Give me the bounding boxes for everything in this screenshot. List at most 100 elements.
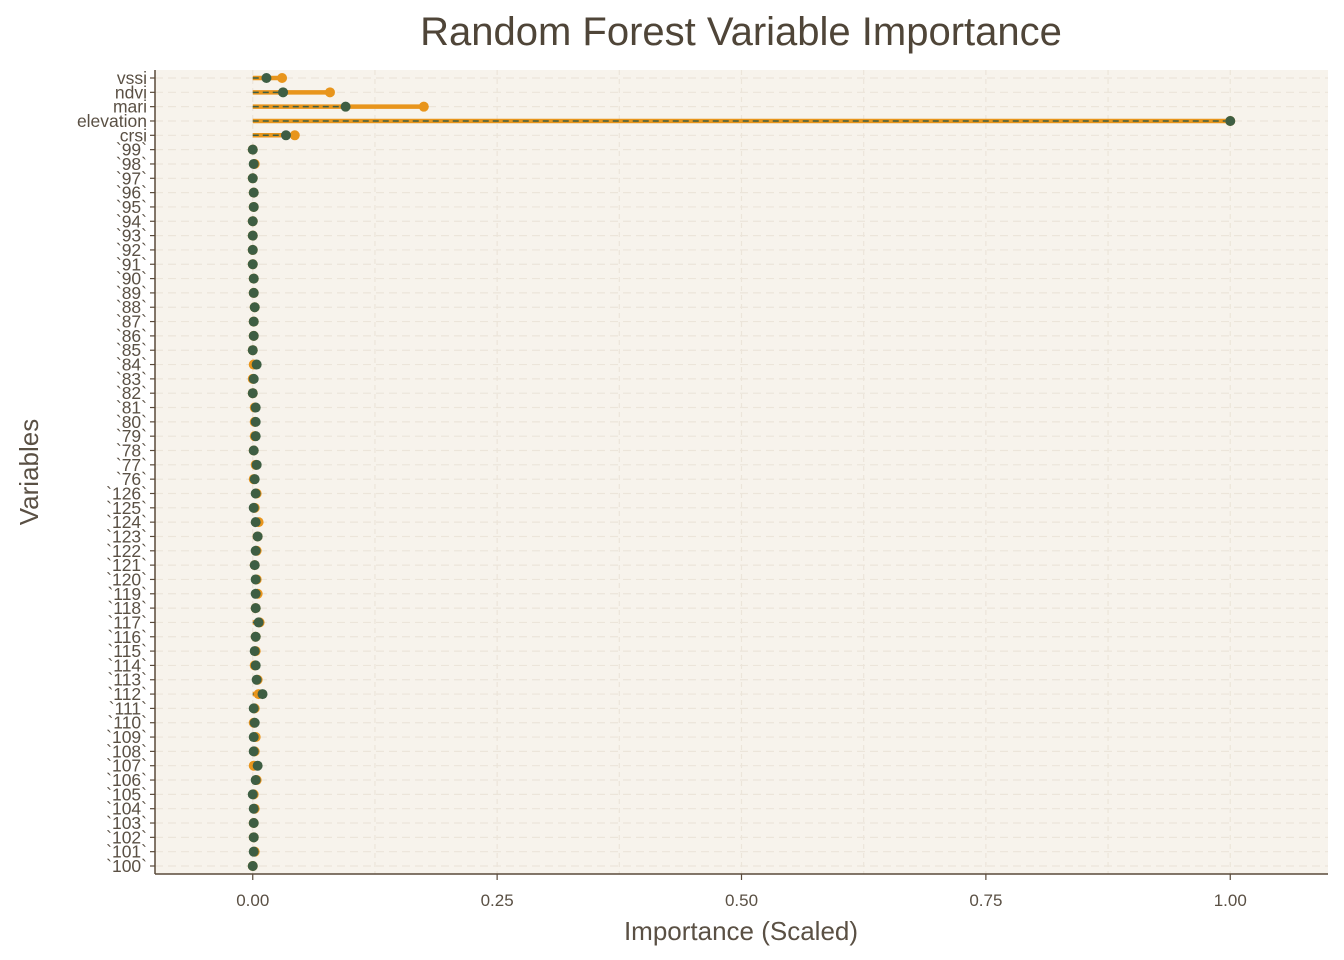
series-2-point <box>247 861 258 871</box>
series-2-point <box>248 187 259 198</box>
y-tick-label: `103` <box>106 813 147 833</box>
series-2-point <box>248 746 259 757</box>
x-tick-label: 1.00 <box>1214 891 1247 910</box>
y-tick-label: `125` <box>106 498 147 518</box>
series-2-point <box>248 818 259 829</box>
series-2-point <box>249 717 260 728</box>
series-2-point <box>250 545 261 556</box>
series-2-point <box>251 459 262 470</box>
y-tick-label: `81` <box>116 398 147 418</box>
y-tick-label: `105` <box>106 784 147 804</box>
x-tick-label: 0.25 <box>481 891 514 910</box>
y-tick-label: `79` <box>116 426 147 446</box>
series-2-point <box>250 660 261 671</box>
y-tick-label: `86` <box>116 326 147 346</box>
series-2-point <box>247 173 258 184</box>
y-tick-label: `77` <box>116 455 147 475</box>
series-2-point <box>249 302 260 313</box>
y-tick-label: `87` <box>116 312 147 332</box>
series-2-point <box>250 517 261 528</box>
series-2-point <box>250 488 261 499</box>
series-2-point <box>280 130 291 141</box>
series-2-point <box>1225 115 1236 126</box>
y-tick-label: `90` <box>116 269 147 289</box>
y-tick-label: `121` <box>106 555 147 575</box>
series-2-point <box>252 531 263 542</box>
y-tick-label: `110` <box>107 713 147 733</box>
series-2-point <box>249 474 260 485</box>
y-tick-label: `120` <box>106 569 147 589</box>
series-2-point <box>247 345 258 356</box>
series-2-point <box>248 832 259 843</box>
series-2-point <box>248 502 259 513</box>
y-tick-label: `80` <box>116 412 147 432</box>
y-tick-label: `118` <box>107 598 147 618</box>
x-tick-label: 0.50 <box>725 891 758 910</box>
series-2-point <box>247 230 258 241</box>
y-tick-label: `106` <box>106 770 147 790</box>
series-2-point <box>248 373 259 384</box>
y-tick-label: `126` <box>106 483 147 503</box>
series-2-point <box>248 703 259 714</box>
series-2-point <box>248 330 259 341</box>
series-2-point <box>247 789 258 800</box>
y-tick-label: `97` <box>116 168 147 188</box>
series-2-point <box>250 402 261 413</box>
series-2-point <box>248 273 259 284</box>
y-tick-label: `108` <box>106 741 147 761</box>
y-tick-label: `116` <box>107 627 147 647</box>
y-tick-label: `117` <box>107 612 147 632</box>
y-tick-label: `114` <box>107 655 147 675</box>
y-tick-label: `85` <box>116 340 147 360</box>
series-layer <box>247 73 1236 871</box>
series-2-point <box>248 846 259 857</box>
y-tick-label: `83` <box>116 369 147 389</box>
y-axis-title: Variables <box>14 419 44 525</box>
y-tick-label: `115` <box>107 641 147 661</box>
y-tick-label: `102` <box>106 827 147 847</box>
series-2-point <box>257 689 268 700</box>
series-2-point <box>250 574 261 585</box>
series-1-point <box>289 130 300 141</box>
series-2-point <box>250 631 261 642</box>
y-tick-label: `89` <box>116 283 147 303</box>
y-tick-label: `96` <box>116 183 147 203</box>
y-tick-label: `98` <box>116 154 147 174</box>
y-tick-label: mari <box>113 97 147 117</box>
y-tick-label: elevation <box>77 111 147 131</box>
y-tick-label: `84` <box>116 355 147 375</box>
series-2-point <box>250 775 261 786</box>
y-tick-label: `112` <box>107 684 147 704</box>
y-tick-label: `88` <box>116 297 147 317</box>
series-2-point <box>248 803 259 814</box>
series-2-point <box>251 674 262 685</box>
series-2-point <box>249 646 260 657</box>
y-tick-label: `101` <box>106 842 147 862</box>
series-2-point <box>248 158 259 169</box>
series-2-point <box>248 201 259 212</box>
series-2-point <box>248 445 259 456</box>
series-2-point <box>261 73 272 83</box>
y-tick-label: `94` <box>116 211 147 231</box>
series-1-point <box>418 101 429 112</box>
series-2-point <box>250 588 261 599</box>
chart-title: Random Forest Variable Importance <box>420 10 1062 54</box>
series-2-point <box>278 87 289 98</box>
series-2-point <box>248 732 259 743</box>
series-2-point <box>253 617 264 628</box>
y-tick-label: `107` <box>106 756 147 776</box>
series-2-point <box>247 259 258 270</box>
x-axis-title: Importance (Scaled) <box>624 916 858 946</box>
y-tick-label: `93` <box>116 226 147 246</box>
series-2-point <box>248 316 259 327</box>
series-2-point <box>247 216 258 227</box>
y-tick-label: `91` <box>116 254 147 274</box>
y-tick-label: crsi <box>120 125 147 145</box>
series-2-point <box>250 603 261 614</box>
y-tick-label: ndvi <box>115 82 147 102</box>
y-tick-label: `76` <box>116 469 147 489</box>
y-tick-label: `109` <box>106 727 147 747</box>
y-tick-label: `100` <box>106 856 147 876</box>
y-tick-label: `99` <box>116 140 147 160</box>
